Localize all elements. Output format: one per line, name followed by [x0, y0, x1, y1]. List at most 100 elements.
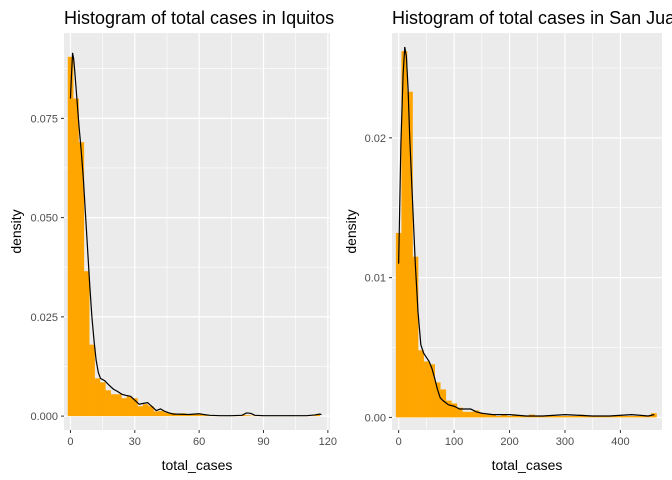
histogram-bar	[73, 98, 79, 417]
histogram-bar	[429, 364, 435, 418]
histogram-bar	[67, 56, 74, 417]
x-tick-label: 100	[445, 436, 463, 448]
x-axis-label-iquitos: total_cases	[162, 457, 233, 473]
histogram-bar	[137, 406, 144, 417]
histogram-bar	[148, 406, 154, 417]
y-tick-label: 0.025	[30, 312, 58, 324]
histogram-bar	[164, 412, 170, 417]
histogram-bar	[567, 416, 574, 418]
y-axis-ticks-san-juan: 0.00 0.01 0.02	[365, 133, 392, 424]
y-tick-label: 0.000	[30, 411, 58, 423]
histogram-bar	[126, 396, 133, 417]
x-tick-label: 60	[193, 436, 205, 448]
y-tick-label: 0.075	[30, 113, 58, 125]
histogram-bar	[534, 416, 541, 418]
x-tick-label: 400	[611, 436, 629, 448]
y-tick-label: 0.02	[365, 133, 386, 145]
x-tick-label: 0	[67, 436, 73, 448]
histogram-bar	[606, 416, 613, 418]
histogram-bar	[406, 91, 413, 418]
histogram-bar	[314, 414, 321, 417]
histogram-bar	[645, 416, 652, 418]
y-tick-label: 0.01	[365, 273, 386, 285]
histogram-bar	[584, 416, 591, 418]
histogram-bar	[517, 416, 524, 418]
plot-panel-san-juan	[392, 33, 662, 430]
histogram-bar	[467, 411, 474, 418]
histogram-bar	[639, 416, 646, 418]
histogram-bar	[105, 390, 111, 417]
histogram-bar	[110, 394, 117, 417]
chart-title-iquitos: Histogram of total cases in Iquitos	[64, 8, 334, 28]
histogram-bar	[506, 416, 513, 418]
chart-iquitos: Histogram of total cases in Iquitos 0.00…	[8, 8, 337, 473]
histogram-bar	[99, 382, 106, 417]
histogram-bar	[395, 232, 402, 418]
histogram-bar	[523, 416, 530, 418]
histogram-bar	[512, 414, 519, 418]
histogram-bar	[412, 256, 419, 418]
histogram-bar	[121, 398, 128, 417]
histogram-bar	[142, 404, 149, 417]
x-tick-label: 300	[556, 436, 574, 448]
histogram-bar	[628, 416, 635, 418]
plot-panel-iquitos	[64, 33, 330, 430]
x-tick-label: 30	[129, 436, 141, 448]
histogram-bar	[153, 411, 160, 417]
y-tick-label: 0.00	[365, 412, 386, 424]
histogram-bar	[244, 415, 251, 417]
histogram-bar	[601, 416, 607, 418]
histogram-bar	[573, 416, 580, 418]
histogram-bar	[169, 412, 176, 417]
histogram-bar	[617, 416, 624, 418]
density-curve-iquitos	[69, 52, 322, 417]
histogram-bar	[434, 382, 441, 418]
x-axis-ticks-iquitos: 0 30 60 90 120	[67, 430, 337, 448]
histogram-bar	[595, 416, 602, 418]
histogram-bar	[473, 410, 480, 418]
histogram-bar	[562, 416, 569, 418]
histogram-bar	[545, 416, 552, 418]
chart-title-san-juan: Histogram of total cases in San Juan	[392, 8, 672, 28]
histogram-bar	[158, 410, 165, 417]
histogram-bar	[451, 403, 458, 418]
histogram-bar	[132, 398, 138, 417]
histogram-bar	[551, 416, 557, 418]
y-tick-label: 0.050	[30, 213, 58, 225]
density-curve-san-juan	[398, 46, 655, 417]
histogram-bar	[89, 344, 95, 417]
histogram-bar	[440, 389, 447, 418]
histogram-bar	[495, 416, 502, 418]
y-axis-label-iquitos: density	[8, 209, 24, 253]
histogram-bar	[175, 413, 181, 417]
histogram-bar	[589, 416, 596, 418]
histogram-bar	[423, 361, 430, 418]
x-tick-label: 120	[319, 436, 337, 448]
histogram-bar	[456, 407, 463, 418]
histogram-bar	[94, 378, 101, 417]
histogram-bar	[484, 414, 491, 418]
histogram-bar	[401, 51, 408, 418]
histogram-bar	[201, 415, 208, 417]
histogram-bars-iquitos	[67, 56, 321, 417]
x-tick-label: 200	[500, 436, 518, 448]
histogram-bar	[462, 411, 469, 418]
histogram-bar	[623, 416, 630, 418]
histogram-bar	[418, 350, 424, 418]
y-axis-label-san-juan: density	[343, 209, 359, 253]
histogram-bar	[78, 142, 85, 417]
histogram-bars-san-juan	[395, 51, 657, 418]
x-tick-label: 90	[257, 436, 269, 448]
histogram-bar	[556, 416, 563, 418]
chart-san-juan: Histogram of total cases in San Juan 0.0…	[343, 8, 672, 473]
histogram-bar	[185, 414, 192, 417]
x-axis-ticks-san-juan: 0 100 200 300 400	[396, 430, 630, 448]
histogram-bar	[490, 414, 496, 418]
x-axis-label-san-juan: total_cases	[492, 457, 563, 473]
histogram-bar	[445, 400, 452, 418]
x-tick-label: 0	[396, 436, 402, 448]
histogram-bar	[196, 414, 203, 417]
histogram-bar	[191, 414, 197, 417]
histogram-bar	[83, 271, 90, 417]
